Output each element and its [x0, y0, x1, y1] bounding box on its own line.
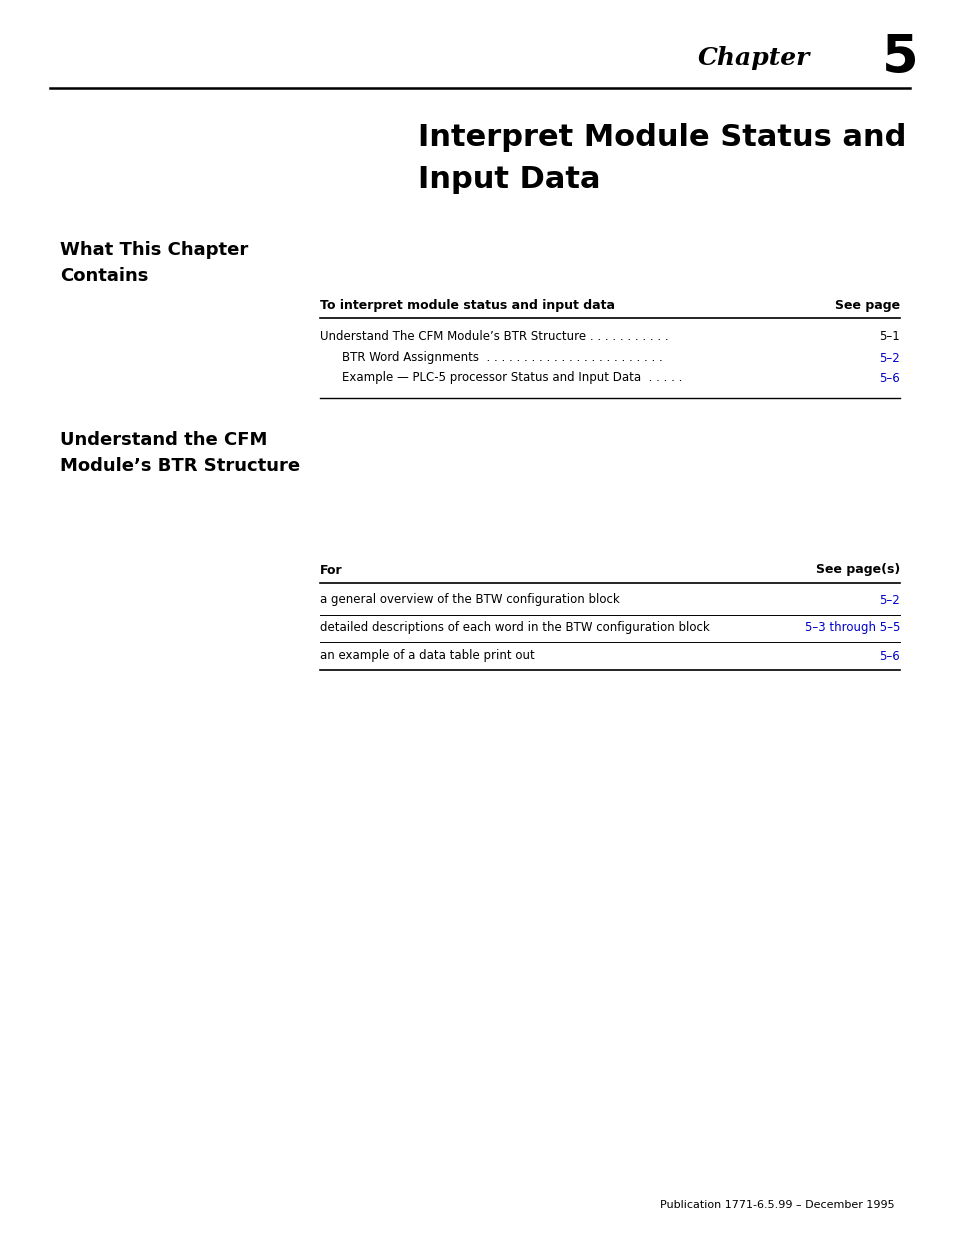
- Text: a general overview of the BTW configuration block: a general overview of the BTW configurat…: [319, 594, 619, 606]
- Text: Contains: Contains: [60, 267, 149, 285]
- Text: 5: 5: [881, 32, 918, 84]
- Text: 5–6: 5–6: [879, 650, 899, 662]
- Text: See page: See page: [834, 299, 899, 311]
- Text: Chapter: Chapter: [697, 46, 809, 70]
- Text: For: For: [319, 563, 342, 577]
- Text: Understand The CFM Module’s BTR Structure . . . . . . . . . . .: Understand The CFM Module’s BTR Structur…: [319, 330, 668, 342]
- Text: 5–2: 5–2: [879, 594, 899, 606]
- Text: Understand the CFM: Understand the CFM: [60, 431, 267, 450]
- Text: What This Chapter: What This Chapter: [60, 241, 248, 259]
- Text: 5–2: 5–2: [879, 352, 899, 364]
- Text: Interpret Module Status and: Interpret Module Status and: [417, 124, 905, 152]
- Text: To interpret module status and input data: To interpret module status and input dat…: [319, 299, 615, 311]
- Text: an example of a data table print out: an example of a data table print out: [319, 650, 535, 662]
- Text: detailed descriptions of each word in the BTW configuration block: detailed descriptions of each word in th…: [319, 621, 709, 635]
- Text: Input Data: Input Data: [417, 165, 599, 194]
- Text: 5–3 through 5–5: 5–3 through 5–5: [803, 621, 899, 635]
- Text: BTR Word Assignments  . . . . . . . . . . . . . . . . . . . . . . . .: BTR Word Assignments . . . . . . . . . .…: [341, 352, 662, 364]
- Text: See page(s): See page(s): [815, 563, 899, 577]
- Text: 5–1: 5–1: [879, 330, 899, 342]
- Text: Example — PLC-5 processor Status and Input Data  . . . . .: Example — PLC-5 processor Status and Inp…: [341, 372, 681, 384]
- Text: 5–6: 5–6: [879, 372, 899, 384]
- Text: Publication 1771-6.5.99 – December 1995: Publication 1771-6.5.99 – December 1995: [659, 1200, 894, 1210]
- Text: Module’s BTR Structure: Module’s BTR Structure: [60, 457, 300, 475]
